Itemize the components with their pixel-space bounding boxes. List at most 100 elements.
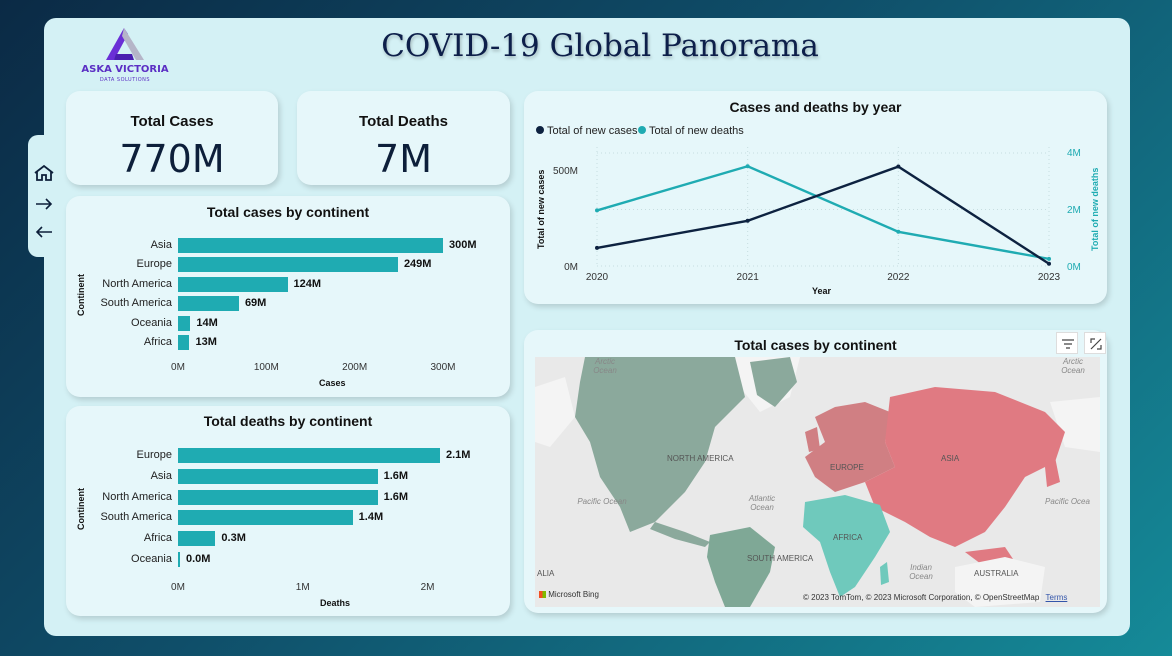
label-arctic-ocean-right: Arctic Ocean bbox=[1061, 357, 1085, 375]
legend-cases-dot bbox=[536, 126, 544, 134]
right-tick-label: 0M bbox=[1067, 262, 1081, 273]
label-pacific-ocean-left: Pacific Ocean bbox=[577, 497, 627, 506]
bar-category-label: North America bbox=[102, 277, 172, 290]
total-cases-card: Total Cases 770M bbox=[66, 91, 278, 185]
world-map[interactable]: NORTH AMERICA SOUTH AMERICA EUROPE ASIA … bbox=[535, 357, 1100, 607]
bar-oceania[interactable] bbox=[178, 552, 180, 567]
bar-south-america[interactable] bbox=[178, 296, 239, 312]
arrow-right-icon[interactable] bbox=[32, 194, 56, 214]
total-cases-value: 770M bbox=[119, 137, 225, 181]
bar-data-label: 13M bbox=[195, 336, 217, 348]
cases-line-point[interactable] bbox=[595, 245, 599, 250]
bar-europe[interactable] bbox=[178, 448, 440, 463]
bar-africa[interactable] bbox=[178, 335, 190, 350]
total-cases-label: Total Cases bbox=[130, 113, 214, 130]
deaths-line-point[interactable] bbox=[745, 164, 750, 169]
line-chart-plot: 2020 2021 2022 2023 500M 0M 4M 2M 0M bbox=[553, 147, 1081, 283]
bar-asia[interactable] bbox=[178, 238, 443, 253]
label-australia: AUSTRALIA bbox=[974, 569, 1019, 578]
bar-category-label: Asia bbox=[150, 469, 172, 482]
legend-deaths-dot bbox=[638, 126, 646, 134]
bar-data-label: 14M bbox=[196, 316, 218, 329]
cases-chart-title: Total cases by continent bbox=[206, 204, 370, 220]
x-tick-label: 100M bbox=[253, 362, 279, 373]
deaths-x-axis-title: Deaths bbox=[320, 598, 351, 608]
legend-deaths[interactable]: Total of new deaths bbox=[638, 125, 744, 137]
total-deaths-label: Total Deaths bbox=[359, 113, 448, 130]
deaths-line-point[interactable] bbox=[896, 229, 901, 234]
focus-mode-icon[interactable] bbox=[1084, 332, 1106, 354]
arrow-left-icon[interactable] bbox=[32, 222, 56, 242]
bar-data-label: 69M bbox=[244, 297, 267, 310]
bar-africa[interactable] bbox=[178, 531, 216, 547]
map-attribution: © 2023 TomTom, © 2023 Microsoft Corporat… bbox=[803, 593, 1067, 602]
label-atlantic-ocean: Atlantic Ocean bbox=[748, 494, 776, 512]
bar-data-label: 124M bbox=[293, 277, 322, 290]
bar-data-label: 0.3M bbox=[221, 532, 246, 545]
bing-logo: Microsoft Bing bbox=[539, 590, 599, 599]
home-icon[interactable] bbox=[32, 163, 56, 183]
cases-line-point[interactable] bbox=[745, 218, 750, 223]
x-tick-label: 1M bbox=[295, 582, 310, 593]
bing-label: Microsoft Bing bbox=[548, 590, 599, 599]
legend-cases-label: Total of new cases bbox=[547, 125, 638, 137]
bar-north-america[interactable] bbox=[178, 276, 288, 292]
cases-line-point[interactable] bbox=[1047, 261, 1051, 266]
cases-line-point[interactable] bbox=[896, 164, 901, 169]
left-tick-label: 0M bbox=[564, 262, 578, 273]
bar-europe[interactable] bbox=[178, 257, 398, 273]
bar-category-label: Oceania bbox=[131, 316, 172, 329]
bar-category-label: Africa bbox=[143, 336, 172, 348]
line-x-axis-title: Year bbox=[812, 286, 832, 296]
deaths-line-point[interactable] bbox=[595, 208, 599, 213]
logo-icon bbox=[106, 28, 144, 60]
world-map-shapes bbox=[535, 357, 1100, 607]
bar-category-label: Oceania bbox=[131, 553, 172, 565]
legend-deaths-label: Total of new deaths bbox=[649, 125, 744, 137]
x-tick-label: 0M bbox=[171, 582, 185, 593]
bar-south-america[interactable] bbox=[178, 510, 353, 526]
cases-line[interactable] bbox=[596, 165, 1050, 265]
cases-deaths-year-card[interactable]: Cases and deaths by year Total of new ca… bbox=[524, 91, 1107, 304]
label-arctic-ocean-left: Arctic Ocean bbox=[593, 357, 617, 375]
x-tick-label: 2022 bbox=[887, 272, 910, 283]
bar-data-label: 249M bbox=[403, 258, 432, 271]
bar-data-label: 1.6M bbox=[383, 490, 409, 503]
x-tick-label: 2M bbox=[420, 582, 435, 593]
total-deaths-value: 7M bbox=[375, 137, 432, 181]
filter-icon[interactable] bbox=[1056, 332, 1078, 354]
bar-category-label: South America bbox=[100, 297, 172, 310]
right-tick-label: 2M bbox=[1067, 205, 1081, 216]
label-south-america: SOUTH AMERICA bbox=[747, 554, 814, 563]
label-asia: ASIA bbox=[941, 454, 960, 463]
cases-by-continent-card[interactable]: Total cases by continent Continent Cases… bbox=[66, 196, 510, 397]
deaths-chart-title: Total deaths by continent bbox=[203, 413, 373, 429]
label-north-america: NORTH AMERICA bbox=[667, 454, 734, 463]
label-africa: AFRICA bbox=[833, 533, 863, 542]
bar-data-label: 1.4M bbox=[358, 511, 384, 524]
right-tick-label: 4M bbox=[1067, 148, 1081, 159]
legend-cases[interactable]: Total of new cases bbox=[536, 125, 638, 137]
x-tick-label: 0M bbox=[171, 362, 185, 373]
bar-oceania[interactable] bbox=[178, 315, 191, 331]
x-tick-label: 300M bbox=[430, 362, 456, 373]
bar-asia[interactable] bbox=[178, 468, 378, 484]
bar-north-america[interactable] bbox=[178, 489, 378, 505]
page-title: COVID-19 Global Panorama bbox=[381, 28, 819, 64]
bar-category-label: Europe bbox=[136, 449, 172, 461]
deaths-line-point[interactable] bbox=[1047, 256, 1051, 261]
x-tick-label: 200M bbox=[342, 362, 368, 373]
deaths-by-continent-card[interactable]: Total deaths by continent Continent Deat… bbox=[66, 406, 510, 616]
bar-category-label: North America bbox=[102, 490, 172, 503]
x-tick-label: 2023 bbox=[1038, 272, 1061, 283]
bar-category-label: Asia bbox=[150, 239, 172, 251]
bar-category-label: Europe bbox=[136, 258, 172, 271]
label-pacific-ocean-right: Pacific Ocea bbox=[1045, 497, 1090, 506]
deaths-line[interactable] bbox=[596, 164, 1050, 261]
bar-category-label: Africa bbox=[143, 532, 172, 545]
terms-link[interactable]: Terms bbox=[1045, 593, 1068, 602]
cases-x-axis-title: Cases bbox=[319, 378, 346, 388]
total-deaths-card: Total Deaths 7M bbox=[297, 91, 510, 185]
label-indian-ocean: Indian Ocean bbox=[909, 563, 933, 581]
company-logo: ASKA VICTORIA DATA SOLUTIONS bbox=[80, 24, 170, 86]
